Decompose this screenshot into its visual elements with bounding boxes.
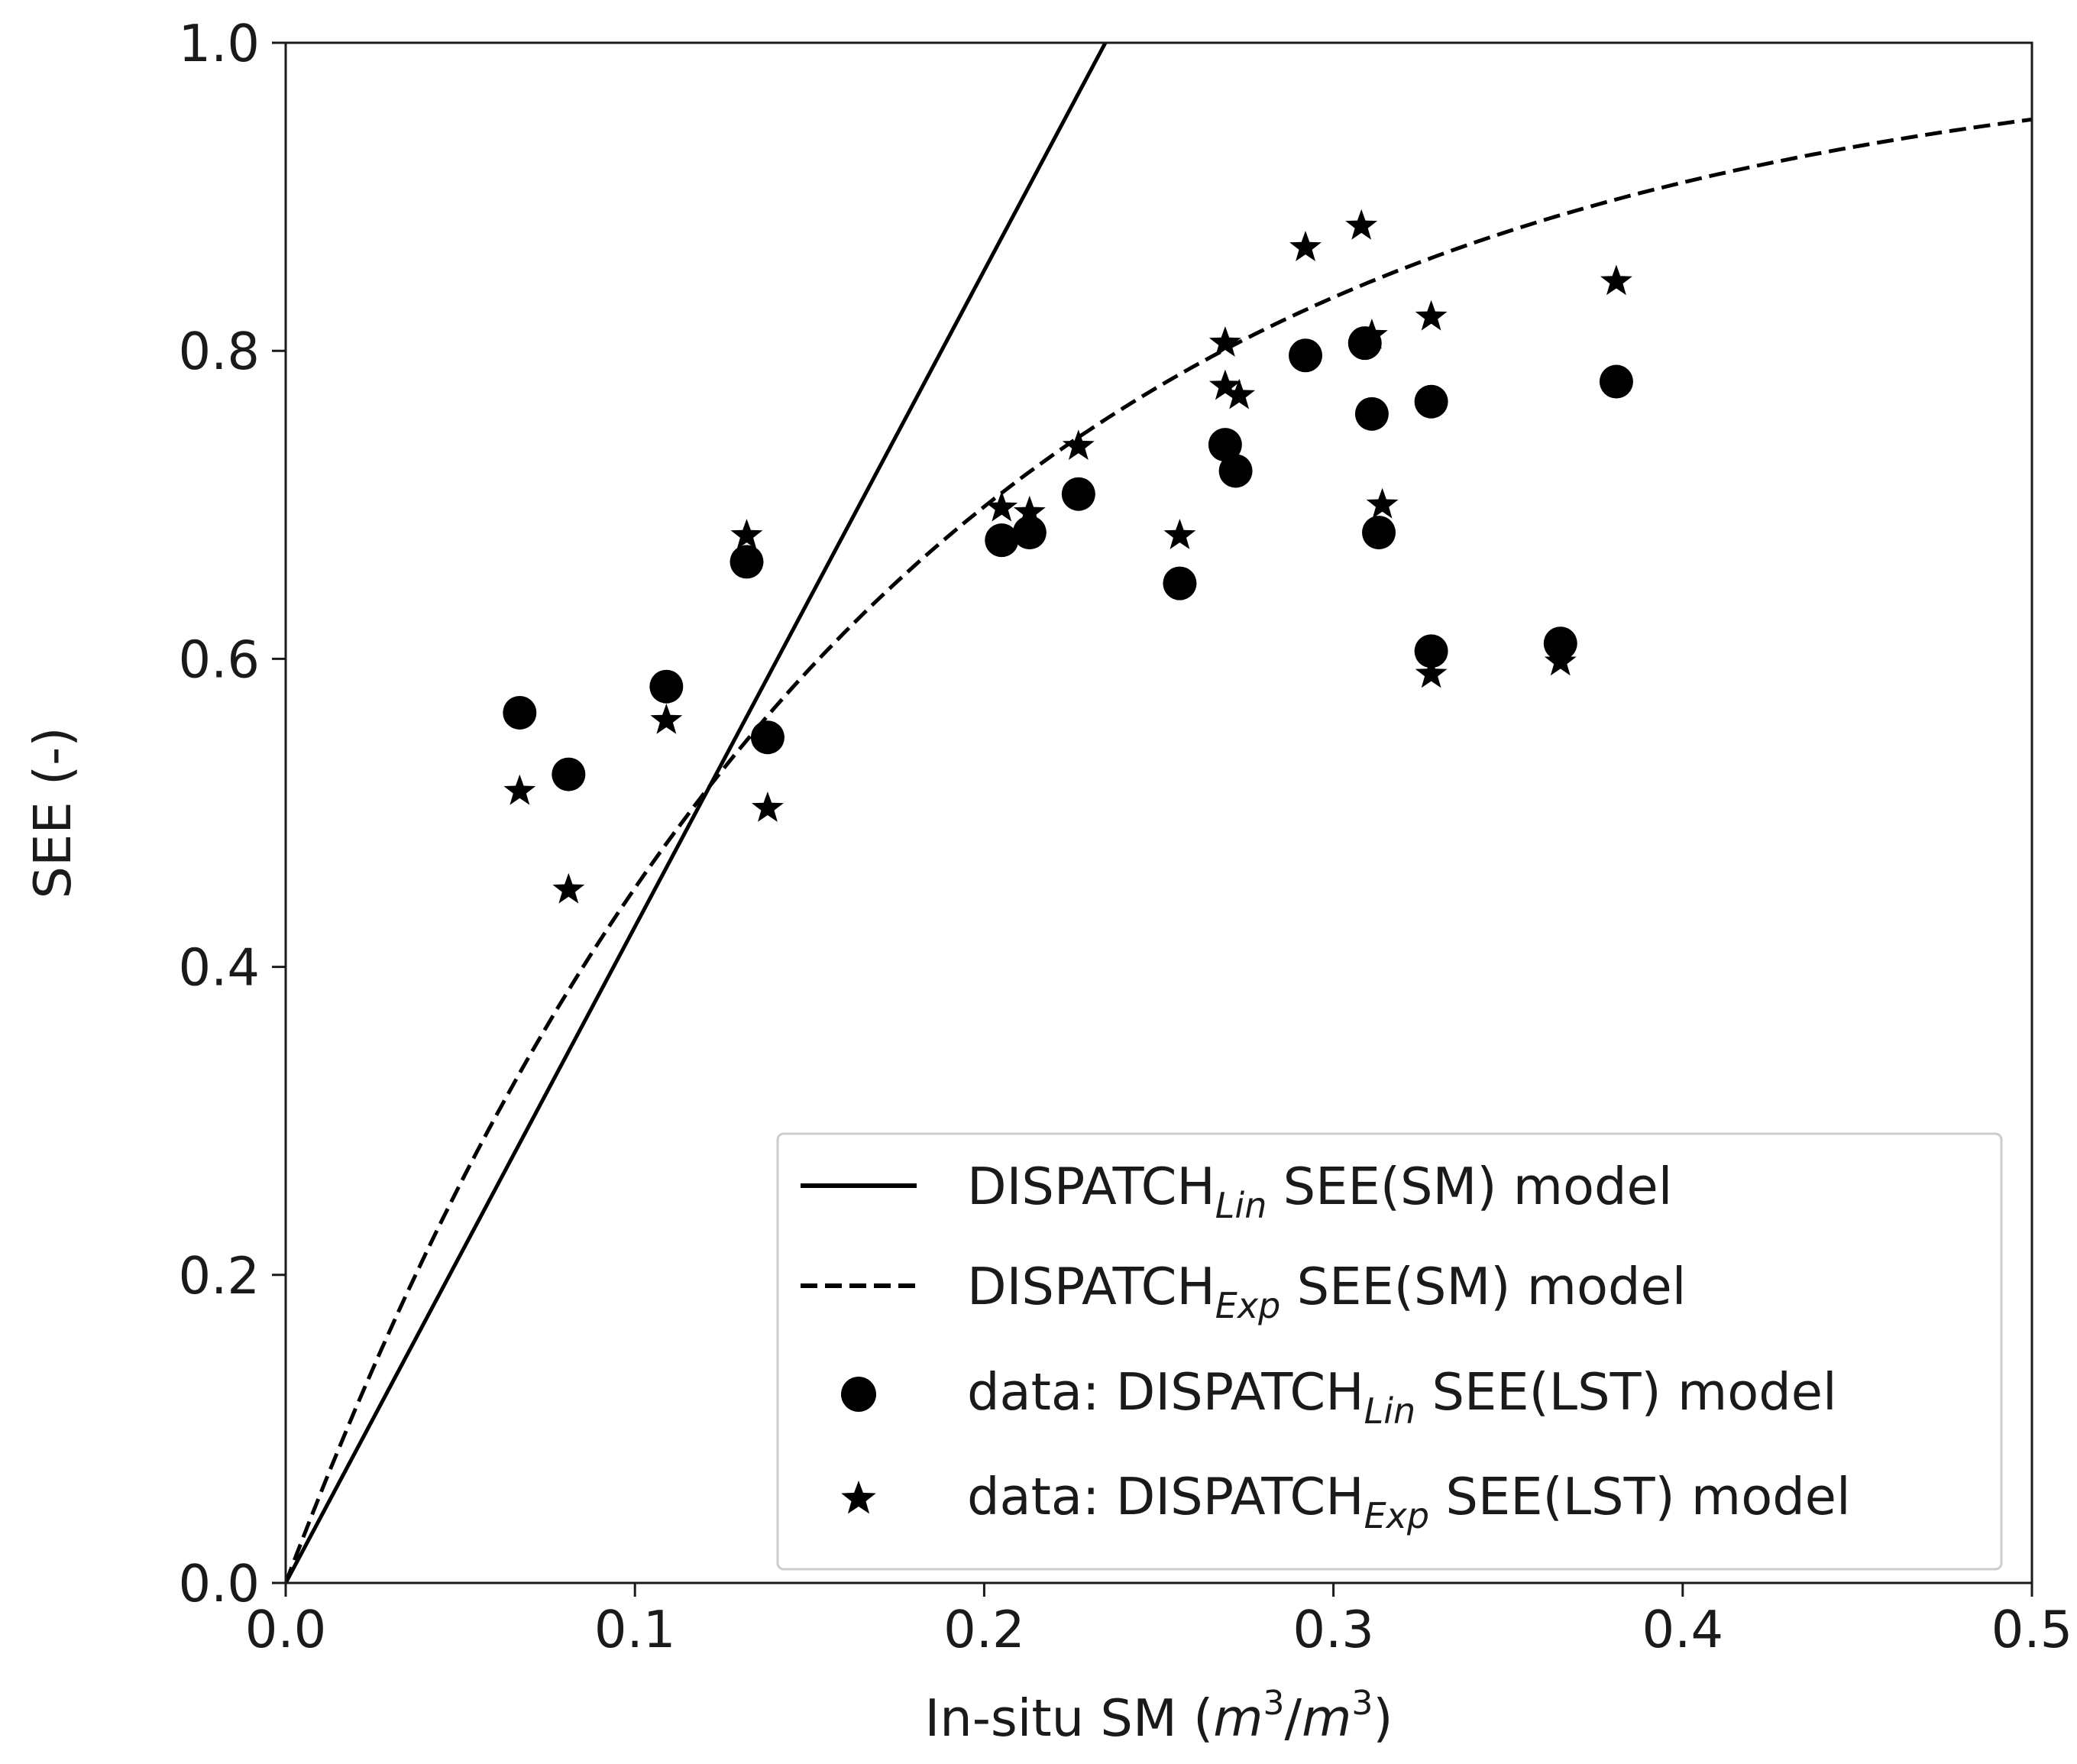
legend-label-exp-sm-prefix: DISPATCH (967, 1257, 1215, 1316)
point-exp-lst-1 (552, 872, 585, 904)
line-dispatch-exp-sm (286, 117, 2032, 1583)
point-lin-lst-6 (1012, 516, 1047, 550)
legend-label-lin-sm-sub: Lin (1215, 1185, 1267, 1226)
x-axis-title-m1: m (1213, 1688, 1263, 1748)
point-lin-lst-4 (750, 720, 785, 755)
legend-label-lin-sm-suffix: SEE(SM) model (1267, 1157, 1672, 1216)
point-lin-lst-15 (1414, 384, 1448, 419)
model-lines (286, 43, 2032, 1583)
legend-label-lin-lst-suffix: SEE(LST) model (1415, 1362, 1836, 1422)
y-tick-label-4: 0.8 (178, 322, 260, 381)
point-exp-lst-17 (1415, 657, 1448, 688)
point-exp-lst-11 (1223, 378, 1256, 409)
legend: DISPATCHLin SEE(SM) model DISPATCHExp SE… (776, 1132, 2003, 1571)
point-exp-lst-12 (1289, 231, 1322, 261)
line-dispatch-lin-sm (286, 43, 1108, 1583)
x-tick-label-4: 0.4 (1642, 1600, 1724, 1659)
legend-label-exp-lst-sub: Exp (1364, 1495, 1430, 1536)
x-axis-title-close: ) (1373, 1688, 1393, 1748)
y-tick-label-5: 1.0 (178, 14, 260, 73)
point-exp-lst-2 (650, 704, 683, 734)
x-axis-title-text: In-situ SM ( (924, 1688, 1213, 1748)
point-lin-lst-2 (649, 669, 684, 704)
point-lin-lst-13 (1354, 396, 1389, 431)
legend-label-lin-lst-sub: Lin (1364, 1390, 1416, 1432)
point-exp-lst-6 (1013, 495, 1046, 526)
x-axis-title: In-situ SM (m3/m3) (924, 1684, 1393, 1748)
x-tick-label-2: 0.2 (943, 1600, 1025, 1659)
point-exp-lst-15 (1366, 487, 1399, 519)
point-exp-lst-14 (1356, 319, 1388, 349)
point-exp-lst-16 (1415, 299, 1448, 331)
point-exp-lst-3 (730, 519, 763, 549)
point-exp-lst-7 (1062, 429, 1095, 460)
point-lin-lst-9 (1208, 428, 1242, 462)
y-tick-label-0: 0.0 (178, 1554, 260, 1613)
point-exp-lst-9 (1208, 326, 1241, 357)
point-lin-lst-8 (1163, 566, 1197, 600)
point-exp-lst-13 (1345, 209, 1378, 240)
y-tick-label-3: 0.6 (178, 630, 260, 689)
legend-label-lin-sm-prefix: DISPATCH (967, 1157, 1215, 1216)
legend-label-lin-lst-prefix: data: DISPATCH (967, 1362, 1364, 1422)
legend-label-exp-sm: DISPATCHExp SEE(SM) model (967, 1257, 1686, 1326)
x-tick-label-0: 0.0 (245, 1600, 327, 1659)
point-exp-lst-18 (1544, 645, 1577, 676)
point-lin-lst-10 (1218, 454, 1253, 488)
point-lin-lst-5 (985, 523, 1019, 558)
x-axis-title-m2: m (1302, 1688, 1351, 1748)
legend-label-exp-lst-prefix: data: DISPATCH (967, 1467, 1364, 1526)
point-lin-lst-11 (1289, 338, 1323, 373)
point-lin-lst-16 (1414, 634, 1448, 668)
legend-label-lin-sm: DISPATCHLin SEE(SM) model (967, 1157, 1672, 1226)
x-axis-title-exp1: 3 (1263, 1684, 1285, 1723)
axes: 0.0 0.1 0.2 0.3 0.4 0.5 0.0 0.2 0.4 0.6 0.8 1.0 (178, 14, 2072, 1659)
legend-label-lin-lst: data: DISPATCHLin SEE(LST) model (967, 1362, 1837, 1432)
legend-label-exp-sm-sub: Exp (1215, 1285, 1281, 1326)
point-lin-lst-17 (1543, 626, 1577, 661)
point-lin-lst-0 (503, 695, 537, 730)
y-tick-label-2: 0.4 (178, 938, 260, 998)
point-exp-lst-8 (1163, 519, 1196, 549)
data-points (503, 209, 1633, 904)
point-exp-lst-0 (503, 774, 536, 805)
legend-label-exp-lst: data: DISPATCHExp SEE(LST) model (967, 1467, 1851, 1536)
point-lin-lst-3 (730, 545, 764, 579)
y-tick-label-1: 0.2 (178, 1246, 260, 1306)
legend-box (776, 1132, 2003, 1571)
point-lin-lst-14 (1362, 516, 1396, 550)
x-tick-label-1: 0.1 (594, 1600, 676, 1659)
point-exp-lst-4 (752, 791, 784, 822)
point-lin-lst-18 (1599, 364, 1633, 399)
x-axis-title-sep: / (1285, 1688, 1302, 1748)
point-lin-lst-1 (552, 757, 586, 791)
legend-marker-circle (841, 1377, 876, 1412)
point-lin-lst-7 (1061, 477, 1095, 511)
legend-label-exp-lst-suffix: SEE(LST) model (1429, 1467, 1850, 1526)
legend-marker-star (841, 1481, 876, 1514)
point-exp-lst-10 (1208, 369, 1241, 400)
point-exp-lst-19 (1600, 264, 1632, 296)
plot-frame (284, 41, 2033, 1584)
point-exp-lst-5 (985, 490, 1018, 522)
legend-label-exp-sm-suffix: SEE(SM) model (1280, 1257, 1686, 1316)
x-tick-label-3: 0.3 (1292, 1600, 1374, 1659)
y-axis-title: SEE (-) (23, 727, 82, 899)
x-tick-label-5: 0.5 (1991, 1600, 2073, 1659)
x-axis-title-exp2: 3 (1351, 1684, 1373, 1723)
